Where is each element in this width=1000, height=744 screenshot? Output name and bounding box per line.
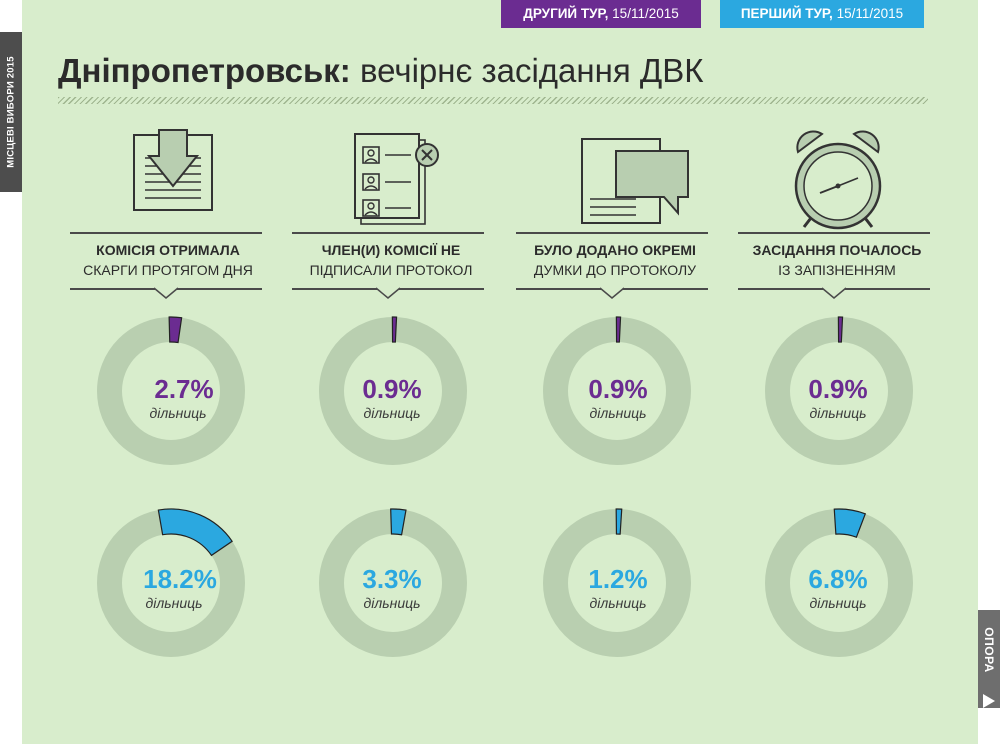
round1-unit-label: дільниць: [809, 595, 867, 611]
round1-unit-label: дільниць: [145, 595, 203, 611]
legend-round2-badge: ДРУГИЙ ТУР, 15/11/2015: [501, 0, 701, 28]
donut-round1-complaints: [97, 508, 245, 657]
round1-percent-label: 6.8%: [808, 564, 868, 594]
donut-arc-round2: [837, 316, 844, 343]
brand-logo-text: ОПОРА: [982, 627, 996, 673]
round2-unit-label: дільниць: [809, 405, 867, 421]
title-divider: [58, 97, 928, 104]
column-label-delayed: ЗАСІДАННЯ ПОЧАЛОСЬ ІЗ ЗАПІЗНЕННЯМ: [742, 240, 932, 280]
page-title-city: Дніпропетровськ:: [58, 52, 351, 89]
right-margin: [978, 0, 1000, 744]
heading-pointer: [821, 287, 847, 299]
legend-round1-label: ПЕРШИЙ ТУР,: [740, 6, 833, 21]
round2-unit-label: дільниць: [589, 405, 647, 421]
complaint-document-icon: [133, 129, 213, 211]
donut-round2-delayed: [765, 316, 913, 465]
column-title-line1: КОМІСІЯ ОТРИМАЛА: [96, 242, 240, 258]
donut-round2-complaints: [97, 316, 245, 465]
donut-round1-opinions: [543, 508, 691, 657]
unsigned-protocol-icon: [354, 133, 439, 225]
column-title-line1: ЧЛЕН(И) КОМІСІЇ НЕ: [321, 242, 461, 258]
column-rule-top: [516, 232, 708, 234]
column-title-line1: ЗАСІДАННЯ ПОЧАЛОСЬ: [752, 242, 922, 258]
round1-unit-label: дільниць: [363, 595, 421, 611]
column-title-line2: ДУМКИ ДО ПРОТОКОЛУ: [533, 262, 697, 278]
donut-arc-round1: [157, 508, 233, 557]
heading-pointer: [375, 287, 401, 299]
column-label-unsigned: ЧЛЕН(И) КОМІСІЇ НЕ ПІДПИСАЛИ ПРОТОКОЛ: [296, 240, 486, 280]
alarm-clock-icon: [794, 130, 882, 230]
donut-round1-unsigned: [319, 508, 467, 657]
brand-tab[interactable]: ОПОРА: [978, 610, 1000, 708]
legend-round2-label: ДРУГИЙ ТУР,: [523, 6, 609, 21]
side-tab-label: МІСЦЕВІ ВИБОРИ 2015: [5, 56, 17, 168]
donut-round1-delayed: [765, 508, 913, 657]
page-title: Дніпропетровськ: вечірнє засідання ДВК: [58, 52, 703, 90]
round1-unit-label: дільниць: [589, 595, 647, 611]
donut-round2-opinions: [543, 316, 691, 465]
column-label-complaints: КОМІСІЯ ОТРИМАЛА СКАРГИ ПРОТЯГОМ ДНЯ: [73, 240, 263, 280]
round2-unit-label: дільниць: [363, 405, 421, 421]
round2-percent-label: 2.7%: [154, 374, 214, 404]
legend-round1-badge: ПЕРШИЙ ТУР, 15/11/2015: [720, 0, 924, 28]
play-triangle-icon: [983, 694, 995, 708]
round1-percent-label: 3.3%: [362, 564, 422, 594]
column-title-line2: ПІДПИСАЛИ ПРОТОКОЛ: [309, 262, 473, 278]
round1-percent-label: 18.2%: [143, 564, 217, 594]
column-title-line2: СКАРГИ ПРОТЯГОМ ДНЯ: [83, 262, 253, 278]
legend-round1-date: 15/11/2015: [832, 6, 904, 21]
column-rule-top: [738, 232, 930, 234]
donut-arc-round1: [615, 508, 623, 535]
donut-arc-round2: [615, 316, 622, 343]
donut-arc-round1: [833, 508, 867, 538]
page-title-rest: вечірнє засідання ДВК: [350, 52, 704, 89]
round2-unit-label: дільниць: [149, 405, 207, 421]
donut-arc-round1: [390, 508, 407, 536]
donut-arc-round2: [168, 316, 183, 344]
column-rule-top: [292, 232, 484, 234]
legend-round2-date: 15/11/2015: [608, 6, 679, 21]
column-title-line1: БУЛО ДОДАНО ОКРЕМІ: [534, 242, 696, 258]
column-title-line2: ІЗ ЗАПІЗНЕННЯМ: [778, 262, 896, 278]
round2-percent-label: 0.9%: [588, 374, 648, 404]
separate-opinion-icon: [581, 138, 689, 224]
side-tab: МІСЦЕВІ ВИБОРИ 2015: [0, 32, 22, 192]
donut-round2-unsigned: [319, 316, 467, 465]
column-rule-top: [70, 232, 262, 234]
round1-percent-label: 1.2%: [588, 564, 648, 594]
round2-percent-label: 0.9%: [808, 374, 868, 404]
heading-pointer: [599, 287, 625, 299]
heading-pointer: [153, 287, 179, 299]
donut-arc-round2: [391, 316, 398, 343]
round2-percent-label: 0.9%: [362, 374, 422, 404]
column-label-opinions: БУЛО ДОДАНО ОКРЕМІ ДУМКИ ДО ПРОТОКОЛУ: [520, 240, 710, 280]
